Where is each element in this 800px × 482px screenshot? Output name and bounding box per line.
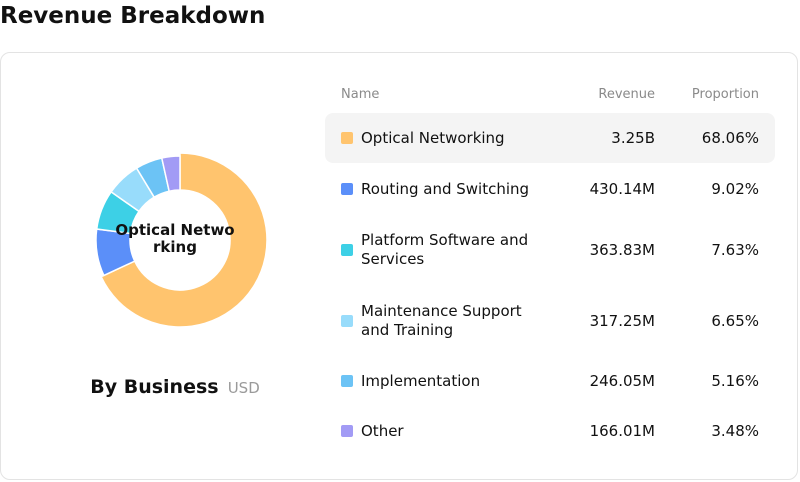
row-proportion: 5.16% (711, 371, 759, 390)
row-name: Maintenance Support and Training (361, 302, 522, 339)
table-row[interactable]: Maintenance Support and Training 317.25M… (325, 286, 775, 356)
legend-swatch (341, 425, 353, 437)
row-name: Platform Software and Services (361, 231, 529, 268)
donut-slice-optical-networking[interactable] (100, 152, 268, 328)
row-revenue: 430.14M (589, 179, 655, 198)
row-revenue: 166.01M (589, 421, 655, 440)
row-proportion: 6.65% (711, 311, 759, 330)
table-row[interactable]: Optical Networking 3.25B 68.06% (325, 113, 775, 163)
legend-swatch (341, 375, 353, 387)
donut-chart (95, 152, 268, 328)
table-row[interactable]: Implementation 246.05M 5.16% (325, 356, 775, 406)
chart-caption-unit: USD (227, 379, 260, 397)
row-proportion: 3.48% (711, 421, 759, 440)
row-proportion: 68.06% (701, 128, 759, 147)
row-proportion: 7.63% (711, 240, 759, 259)
row-revenue: 3.25B (611, 128, 655, 147)
column-header-proportion: Proportion (691, 87, 759, 102)
row-proportion: 9.02% (711, 179, 759, 198)
row-revenue: 363.83M (589, 240, 655, 259)
table-row[interactable]: Routing and Switching 430.14M 9.02% (325, 164, 775, 214)
row-revenue: 246.05M (589, 371, 655, 390)
row-name: Other (361, 421, 404, 440)
donut-slice-other[interactable] (160, 155, 181, 193)
column-header-name: Name (341, 87, 380, 102)
chart-caption-title: By Business (90, 376, 219, 398)
row-name: Routing and Switching (361, 179, 530, 198)
donut-center-label: Optical Networking (115, 221, 235, 256)
legend-swatch (341, 244, 353, 256)
table-row[interactable]: Other 166.01M 3.48% (325, 406, 775, 456)
row-name: Optical Networking (361, 128, 505, 147)
legend-swatch (341, 183, 353, 195)
legend-swatch (341, 132, 353, 144)
chart-caption: By Business USD (0, 376, 350, 398)
row-revenue: 317.25M (589, 311, 655, 330)
column-header-revenue: Revenue (598, 87, 655, 102)
table-row[interactable]: Platform Software and Services 363.83M 7… (325, 215, 775, 285)
page-title: Revenue Breakdown (0, 3, 266, 29)
legend-swatch (341, 315, 353, 327)
row-name: Implementation (361, 371, 481, 390)
